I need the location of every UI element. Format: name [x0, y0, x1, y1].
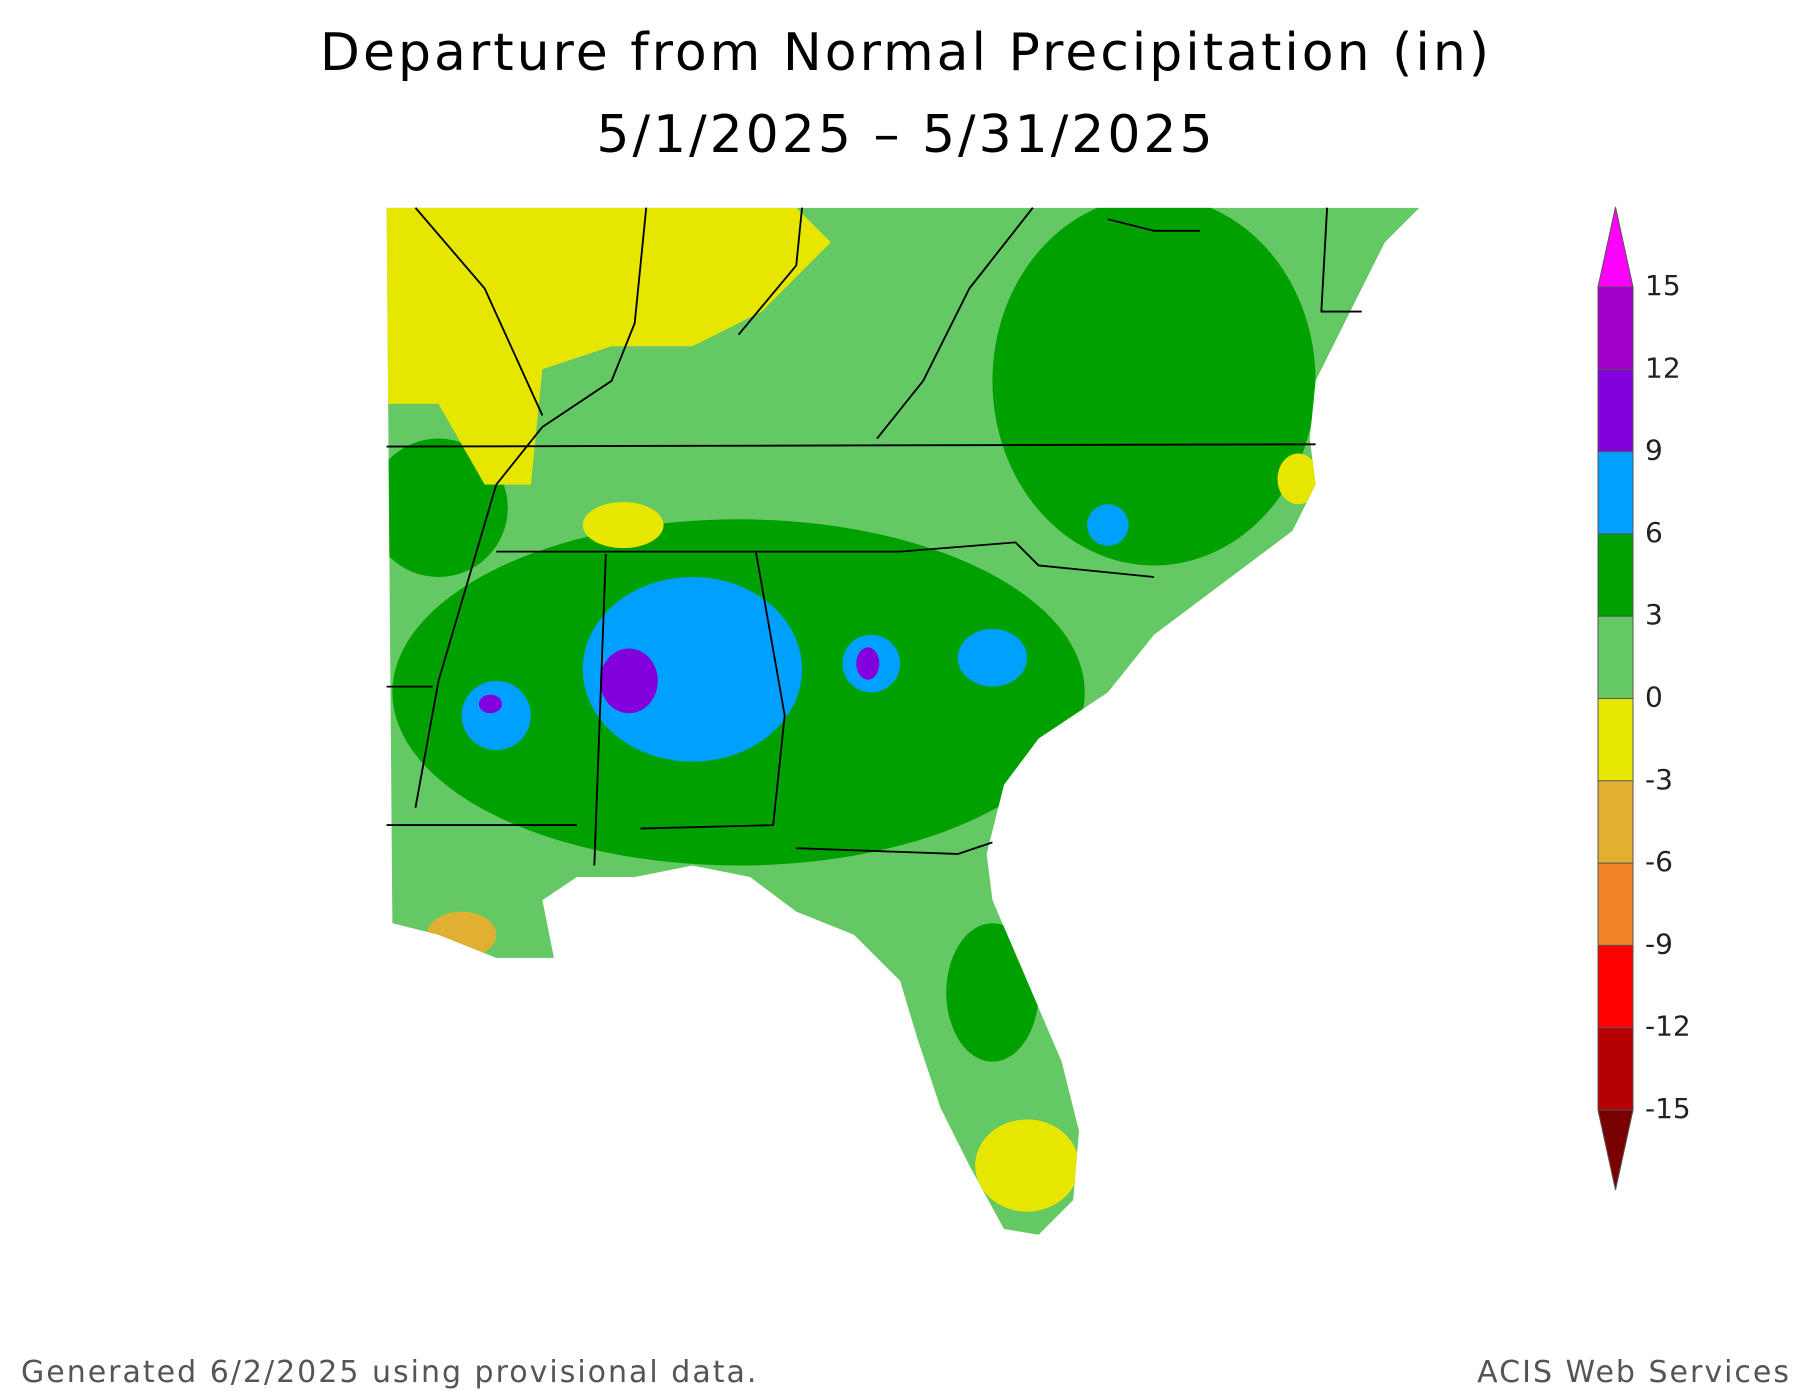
colorbar-tick-label: -12: [1645, 1010, 1691, 1043]
colorbar-bin: [1598, 1027, 1633, 1110]
colorbar-tick-label: 15: [1645, 269, 1681, 302]
colorbar-bin: [1598, 369, 1633, 452]
colorbar-bin: [1598, 698, 1633, 781]
colorbar-bin: [1598, 533, 1633, 617]
subtitle: 5/1/2025 – 5/31/2025: [596, 105, 1215, 165]
colorbar-bin: [1598, 945, 1633, 1028]
colorbar-tick-label: 6: [1645, 516, 1663, 549]
colorbar-tick-label: 9: [1645, 434, 1663, 467]
colorbar: -15 -12 -9 -6 -3 0 3 6 9 12 15: [1597, 206, 1691, 1191]
colorbar-tick-label: 12: [1645, 351, 1681, 384]
title: Departure from Normal Precipitation (in): [320, 23, 1492, 83]
colorbar-extend-high: [1597, 206, 1634, 288]
colorbar-frame: [1597, 286, 1634, 1111]
footer-right: ACIS Web Services: [1477, 1355, 1791, 1390]
colorbar-bin: [1598, 451, 1633, 534]
colorbar-tick-label: -9: [1645, 927, 1673, 960]
colorbar-extend-low: [1597, 1109, 1634, 1191]
colorbar-tick-label: -3: [1645, 763, 1673, 796]
colorbar-bin: [1598, 863, 1633, 946]
colorbar-tick-label: -15: [1645, 1092, 1691, 1125]
map: [386, 207, 1420, 1235]
colorbar-bin: [1598, 616, 1633, 699]
colorbar-tick-label: 3: [1645, 598, 1663, 631]
footer-left: Generated 6/2/2025 using provisional dat…: [21, 1355, 758, 1390]
colorbar-bin: [1598, 287, 1633, 370]
colorbar-tick-label: 0: [1645, 681, 1663, 714]
colorbar-tick-label: -6: [1645, 845, 1673, 878]
colorbar-bin: [1598, 780, 1633, 864]
